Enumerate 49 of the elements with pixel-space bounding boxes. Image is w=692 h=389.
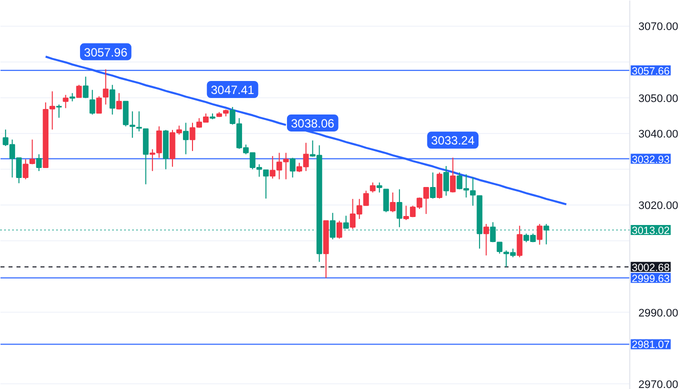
candlestick [29,139,36,165]
candlestick [136,110,142,132]
ref-line-label: 2981.07 [632,339,670,352]
candlestick [62,94,68,109]
candlestick [370,182,376,193]
candlestick [90,89,96,116]
y-tick-label: 2970.00 [638,378,678,389]
candlestick [96,96,102,114]
annotation: 3038.06 [290,116,335,130]
candlestick [76,84,82,98]
y-tick-label: 3070.00 [638,21,678,34]
candlestick [116,92,122,110]
ref-line-label: 2999.63 [632,272,670,285]
ref-line-label: 3032.93 [632,154,670,166]
candlestick [36,154,42,172]
annotation: 3033.24 [431,134,475,148]
candlestick [390,192,396,213]
annotation: 3057.96 [84,45,128,60]
ref-line-label: 3002.68 [632,262,670,274]
candlestick [436,172,442,200]
candlestick [450,157,456,193]
candlestick [263,169,269,200]
candlestick [122,100,129,127]
candlestick [536,223,542,246]
candlestick [22,158,28,180]
candlestick [336,220,342,240]
candlestick [130,110,136,138]
candlestick [516,225,522,258]
y-tick-label: 3040.00 [638,128,678,141]
y-tick-label: 2990.00 [638,307,678,320]
candlestick [49,90,56,130]
candlestick [56,104,62,118]
candlestick [290,157,296,178]
candlestick [430,172,436,200]
candlestick [443,166,450,196]
candlestick [483,223,490,256]
candlestick [102,68,109,106]
candlestick [182,122,189,155]
ref-line-label: 3057.66 [632,65,670,78]
candlestick [110,84,116,116]
annotation: 3047.41 [210,83,255,98]
candlestick [383,188,389,213]
candlestick [190,122,196,152]
candlestick [376,182,382,193]
y-tick-label: 3020.00 [638,200,678,212]
candlestick [396,188,402,228]
y-tick-label: 3050.00 [638,92,678,105]
ref-line-label: 3013.02 [632,224,670,237]
candlestick [82,76,89,99]
